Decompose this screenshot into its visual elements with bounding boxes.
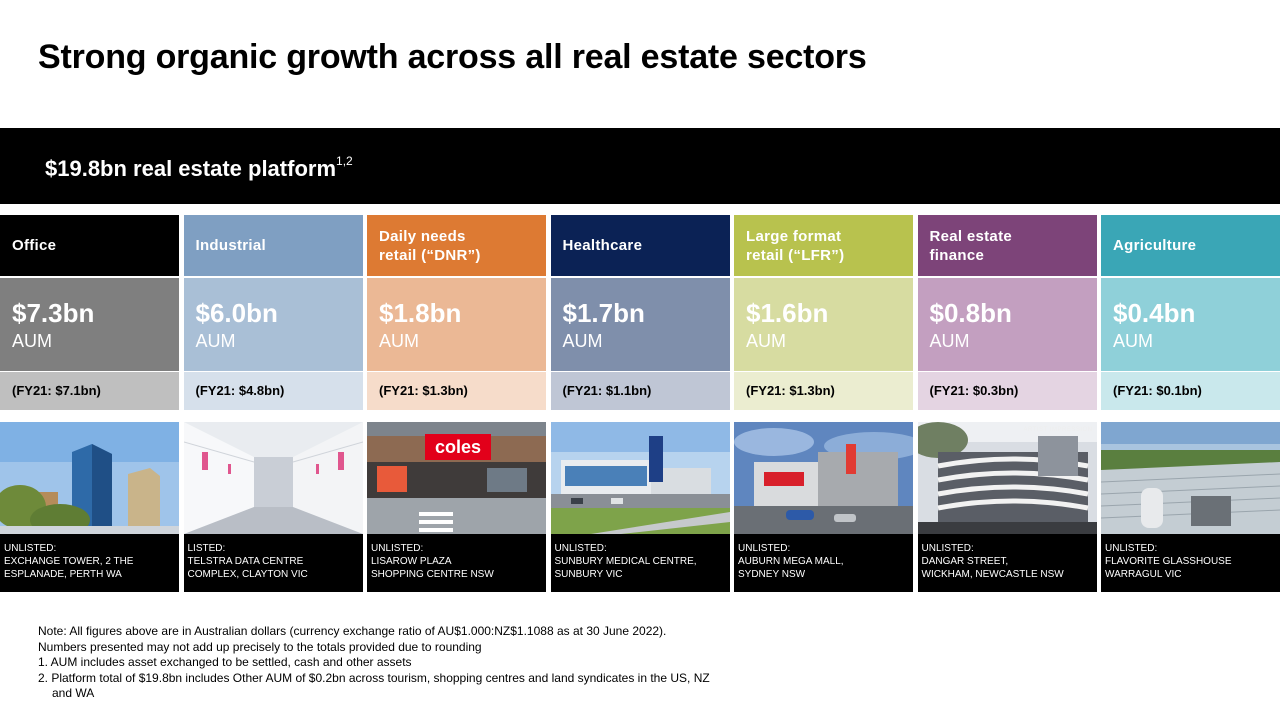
property-name: DANGAR STREET, WICKHAM, NEWCASTLE NSW [921,556,1064,580]
aum-panel: $1.6bn AUM [734,278,913,371]
property-name: LISAROW PLAZA SHOPPING CENTRE NSW [371,556,494,580]
sector-header: Office [0,215,179,276]
property-caption: LISTED: TELSTRA DATA CENTRE COMPLEX, CLA… [183,534,363,592]
page-title: Strong organic growth across all real es… [38,38,867,76]
aum-value: $0.8bn [929,298,1012,328]
fy21-value: (FY21: $1.1bn) [550,372,730,410]
aum-unit: AUM [379,331,419,351]
property-photo [550,422,730,534]
sector-header: Large format retail (“LFR”) [734,215,913,276]
fy21-value: (FY21: $7.1bn) [0,372,179,410]
fy21-value: (FY21: $1.3bn) [367,372,546,410]
aum-panel: $1.8bn AUM [367,278,546,371]
property-caption: UNLISTED: DANGAR STREET, WICKHAM, NEWCAS… [917,534,1097,592]
sector-column: Industrial $6.0bn AUM (FY21: $4.8bn) LIS… [183,215,363,592]
listing-status: UNLISTED: [371,543,424,554]
property-name: SUNBURY MEDICAL CENTRE, SUNBURY VIC [554,556,697,580]
aum-value: $7.3bn [12,298,95,328]
property-photo [734,422,913,534]
property-caption: UNLISTED: FLAVORITE GLASSHOUSE WARRAGUL … [1101,534,1280,592]
platform-total: $19.8bn real estate platform1,2 [45,154,353,181]
note-line: Numbers presented may not add up precise… [38,639,482,654]
property-caption: UNLISTED: SUNBURY MEDICAL CENTRE, SUNBUR… [550,534,730,592]
sector-column: Real estate finance $0.8bn AUM (FY21: $0… [917,215,1097,592]
sector-name: Healthcare [562,237,643,254]
listing-status: UNLISTED: [921,543,974,554]
sector-column: Agriculture $0.4bn AUM (FY21: $0.1bn) UN… [1101,215,1280,592]
aum-value: $0.4bn [1113,298,1196,328]
sector-header: Industrial [183,215,363,276]
sector-name: Daily needs retail (“DNR”) [379,227,481,264]
sector-column: Office $7.3bn AUM (FY21: $7.1bn) UNLISTE… [0,215,179,592]
aum-value: $1.8bn [379,298,462,328]
note-line: and WA [52,686,95,700]
sector-column: Healthcare $1.7bn AUM (FY21: $1.1bn) UNL… [550,215,730,592]
property-photo [183,422,363,534]
artist-impression-label: ARTIST IMPRESSION [1023,427,1093,433]
property-photo [1101,422,1280,534]
property-name: AUBURN MEGA MALL, SYDNEY NSW [738,556,844,580]
listing-status: UNLISTED: [4,543,57,554]
sector-name: Real estate finance [929,227,1013,264]
aum-unit: AUM [562,331,603,351]
sector-name: Agriculture [1113,237,1197,254]
listing-status: UNLISTED: [738,543,791,554]
property-caption: UNLISTED: LISAROW PLAZA SHOPPING CENTRE … [367,534,546,592]
property-photo: ARTIST IMPRESSION [917,422,1097,534]
platform-banner: $19.8bn real estate platform1,2 [0,128,1280,204]
note-line: 2. Platform total of $19.8bn includes Ot… [38,670,710,685]
property-name: EXCHANGE TOWER, 2 THE ESPLANADE, PERTH W… [4,556,134,580]
footnotes: Note: All figures above are in Australia… [38,624,798,702]
sector-header: Daily needs retail (“DNR”) [367,215,546,276]
sector-column: Daily needs retail (“DNR”) $1.8bn AUM (F… [367,215,546,592]
property-name: FLAVORITE GLASSHOUSE WARRAGUL VIC [1105,556,1232,580]
aum-panel: $0.8bn AUM [917,278,1097,371]
aum-unit: AUM [195,331,236,351]
listing-status: UNLISTED: [554,543,607,554]
sector-name: Industrial [195,237,267,254]
aum-unit: AUM [12,331,52,351]
aum-panel: $6.0bn AUM [183,278,363,371]
listing-status: LISTED: [187,543,226,554]
property-caption: UNLISTED: AUBURN MEGA MALL, SYDNEY NSW [734,534,913,592]
property-photo [0,422,179,534]
listing-status: UNLISTED: [1105,543,1158,554]
property-caption: UNLISTED: EXCHANGE TOWER, 2 THE ESPLANAD… [0,534,179,592]
property-name: TELSTRA DATA CENTRE COMPLEX, CLAYTON VIC [187,556,308,580]
fy21-value: (FY21: $0.1bn) [1101,372,1280,410]
fy21-value: (FY21: $4.8bn) [183,372,363,410]
sector-column: Large format retail (“LFR”) $1.6bn AUM (… [734,215,913,592]
sector-header: Healthcare [550,215,730,276]
aum-unit: AUM [1113,331,1153,351]
aum-panel: $7.3bn AUM [0,278,179,371]
aum-unit: AUM [929,331,970,351]
aum-panel: $0.4bn AUM [1101,278,1280,371]
aum-value: $1.7bn [562,298,645,328]
fy21-value: (FY21: $1.3bn) [734,372,913,410]
aum-value: $1.6bn [746,298,829,328]
property-photo: coles [367,422,546,534]
sector-name: Large format retail (“LFR”) [746,227,845,264]
fy21-value: (FY21: $0.3bn) [917,372,1097,410]
sector-name: Office [12,237,57,254]
coles-sign-text: coles [435,437,481,457]
aum-panel: $1.7bn AUM [550,278,730,371]
aum-unit: AUM [746,331,786,351]
sector-header: Agriculture [1101,215,1280,276]
sector-header: Real estate finance [917,215,1097,276]
aum-value: $6.0bn [195,298,278,328]
note-line: 1. AUM includes asset exchanged to be se… [38,655,412,669]
note-line: Note: All figures above are in Australia… [38,624,667,638]
